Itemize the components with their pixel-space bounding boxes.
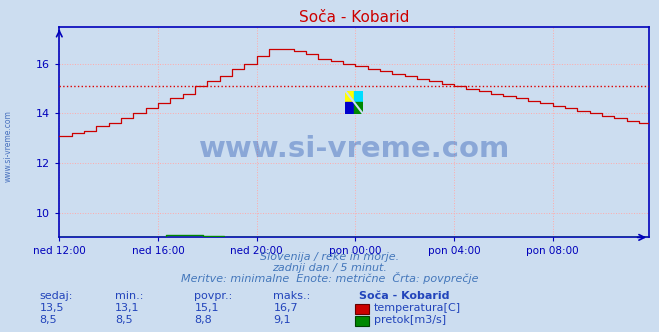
Text: min.:: min.:: [115, 291, 144, 301]
Title: Soča - Kobarid: Soča - Kobarid: [299, 10, 409, 25]
Text: 16,7: 16,7: [273, 303, 298, 313]
Text: Soča - Kobarid: Soča - Kobarid: [359, 291, 449, 301]
Bar: [355, 103, 364, 115]
Bar: [345, 103, 355, 115]
Text: 8,5: 8,5: [40, 315, 57, 325]
Bar: [355, 91, 364, 103]
Text: Meritve: minimalne  Enote: metrične  Črta: povprečje: Meritve: minimalne Enote: metrične Črta:…: [181, 272, 478, 284]
Text: 9,1: 9,1: [273, 315, 291, 325]
Text: temperatura[C]: temperatura[C]: [374, 303, 461, 313]
Text: 8,8: 8,8: [194, 315, 212, 325]
Text: 8,5: 8,5: [115, 315, 133, 325]
Text: pretok[m3/s]: pretok[m3/s]: [374, 315, 445, 325]
Text: www.si-vreme.com: www.si-vreme.com: [198, 135, 510, 163]
Text: zadnji dan / 5 minut.: zadnji dan / 5 minut.: [272, 263, 387, 273]
Text: povpr.:: povpr.:: [194, 291, 233, 301]
Text: maks.:: maks.:: [273, 291, 311, 301]
Text: sedaj:: sedaj:: [40, 291, 73, 301]
Text: 13,1: 13,1: [115, 303, 140, 313]
Text: 15,1: 15,1: [194, 303, 219, 313]
Text: 13,5: 13,5: [40, 303, 64, 313]
Text: Slovenija / reke in morje.: Slovenija / reke in morje.: [260, 252, 399, 262]
Text: www.si-vreme.com: www.si-vreme.com: [4, 110, 13, 182]
Bar: [345, 91, 355, 103]
